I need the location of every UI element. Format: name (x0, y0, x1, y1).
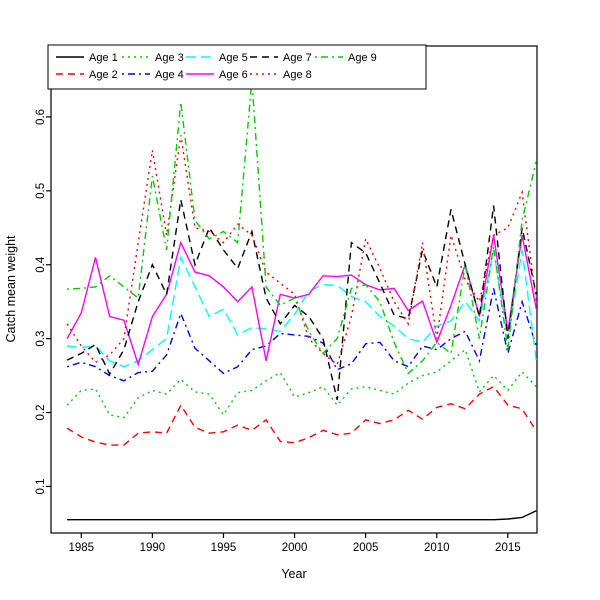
y-tick-label: 0.5 (35, 183, 47, 199)
series-line-age-3 (66, 348, 537, 419)
x-axis-title: Year (281, 567, 306, 581)
legend: Age 1 Age 2 Age 3 Age 4 Age 5 Age 6 Age 7 Age 8… (47, 44, 427, 90)
x-tick-label: 2015 (495, 542, 521, 554)
x-tick-label: 2010 (424, 542, 450, 554)
legend-entry-label: Age 3 (155, 52, 184, 64)
legend-entry-label: Age 9 (348, 52, 377, 64)
legend-entry-label: Age 5 (219, 52, 248, 64)
legend-entry-label: Age 6 (219, 69, 248, 81)
series-line-age-7 (66, 199, 537, 401)
legend-entry-label: Age 1 (89, 52, 118, 64)
y-tick-label: 0.3 (35, 331, 47, 347)
legend-entry-label: Age 4 (155, 69, 184, 81)
x-tick-label: 1985 (68, 542, 94, 554)
series-line-age-4 (66, 288, 537, 382)
y-axis-ticks: 0.1 0.2 0.3 0.4 0.5 0.6 (35, 109, 51, 494)
x-tick-label: 2005 (353, 542, 379, 554)
x-tick-label: 2000 (282, 542, 308, 554)
x-tick-label: 1990 (140, 542, 166, 554)
x-tick-label: 1995 (211, 542, 237, 554)
series-line-age-2 (66, 385, 537, 446)
data-series-lines (66, 79, 537, 521)
series-line-age-1 (67, 510, 537, 521)
series-line-age-9 (67, 79, 537, 375)
legend-entry-label: Age 2 (89, 69, 118, 81)
legend-entry-label: Age 7 (283, 52, 312, 64)
series-line-age-6 (66, 235, 537, 367)
y-axis-title: Catch mean weight (4, 235, 18, 343)
y-tick-label: 0.6 (35, 109, 47, 125)
y-tick-label: 0.4 (35, 256, 47, 273)
legend-box (47, 44, 427, 90)
x-axis-ticks: 1985 1990 1995 2000 2005 2010 2015 (68, 533, 521, 554)
legend-entry-label: Age 8 (283, 69, 312, 81)
y-tick-label: 0.2 (35, 405, 47, 421)
y-tick-label: 0.1 (35, 478, 47, 494)
series-line-age-8 (66, 135, 537, 366)
plot-border-box (50, 45, 538, 534)
